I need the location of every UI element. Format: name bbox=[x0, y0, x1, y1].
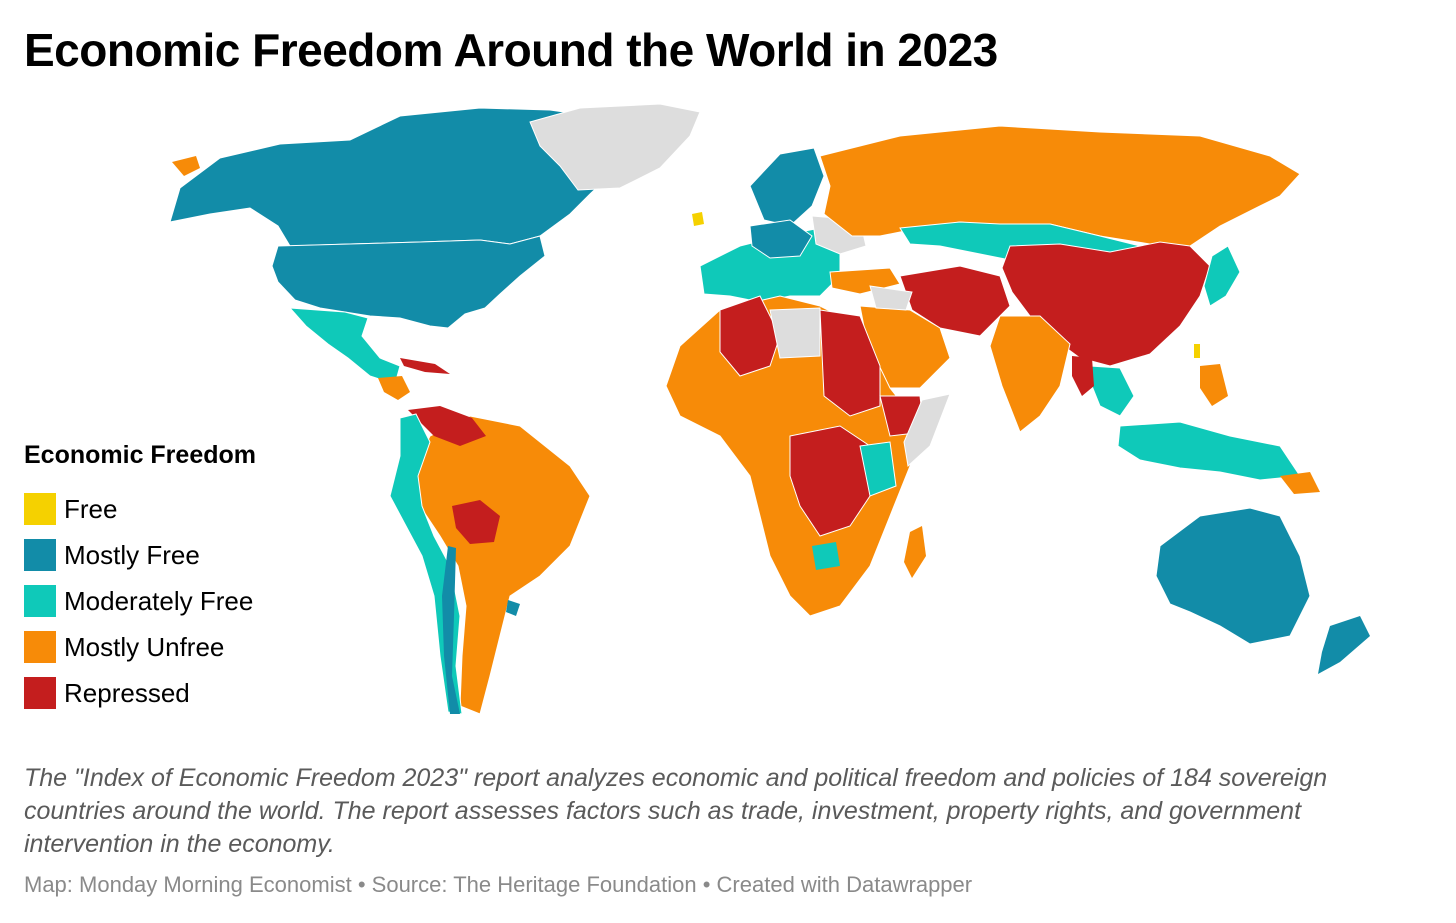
legend-swatch bbox=[24, 631, 56, 663]
legend-item-mostly-free: Mostly Free bbox=[24, 532, 256, 578]
region-europe bbox=[692, 147, 867, 303]
legend-label: Free bbox=[64, 494, 118, 524]
footer-separator: • bbox=[702, 872, 711, 897]
country-australia bbox=[1155, 507, 1311, 645]
legend-item-free: Free bbox=[24, 486, 256, 532]
country-mexico bbox=[288, 307, 401, 385]
country-central-africa bbox=[789, 425, 871, 537]
legend-title: Economic Freedom bbox=[24, 441, 256, 469]
country-new-zealand bbox=[1318, 616, 1370, 674]
legend-label: Mostly Unfree bbox=[64, 632, 225, 662]
country-madagascar bbox=[904, 526, 926, 578]
country-scandinavia bbox=[749, 147, 825, 227]
country-uruguay bbox=[506, 600, 520, 616]
legend-swatch bbox=[24, 493, 56, 525]
country-cuba bbox=[400, 358, 450, 374]
country-somalia bbox=[903, 393, 951, 467]
legend-label: Repressed bbox=[64, 678, 190, 708]
footer-source: Source: The Heritage Foundation bbox=[371, 872, 697, 897]
country-chile bbox=[442, 546, 460, 714]
footer-credits: Map: Monday Morning Economist • Source: … bbox=[24, 870, 972, 900]
country-central-america-south bbox=[378, 376, 410, 400]
country-india bbox=[989, 315, 1071, 433]
country-libya bbox=[769, 307, 821, 359]
legend-item-repressed: Repressed bbox=[24, 670, 256, 716]
map-description: The "Index of Economic Freedom 2023" rep… bbox=[24, 764, 1328, 858]
country-syria-iraq bbox=[869, 285, 913, 311]
country-ireland bbox=[692, 212, 704, 226]
legend: Economic Freedom Free Mostly Free Modera… bbox=[24, 440, 256, 716]
country-botswana bbox=[812, 542, 840, 570]
world-choropleth-map bbox=[169, 103, 1370, 715]
country-png bbox=[1280, 472, 1320, 494]
region-south-america bbox=[389, 406, 591, 715]
footer-separator: • bbox=[357, 872, 366, 897]
country-egypt-sudan bbox=[819, 309, 881, 417]
country-usa bbox=[271, 235, 546, 329]
country-southeast-asia bbox=[1089, 365, 1135, 417]
country-bolivia bbox=[452, 500, 500, 544]
country-east-africa bbox=[859, 441, 897, 497]
legend-item-mostly-unfree: Mostly Unfree bbox=[24, 624, 256, 670]
map-title: Economic Freedom Around the World in 202… bbox=[24, 24, 998, 76]
region-africa bbox=[665, 295, 951, 617]
country-alaska-west bbox=[172, 156, 200, 176]
country-central-europe bbox=[749, 219, 813, 259]
legend-swatch bbox=[24, 585, 56, 617]
country-brazil-argentina bbox=[409, 415, 591, 715]
legend-item-moderately-free: Moderately Free bbox=[24, 578, 256, 624]
footer-tool: Created with Datawrapper bbox=[716, 872, 973, 897]
legend-swatch bbox=[24, 677, 56, 709]
country-venezuela bbox=[408, 406, 486, 446]
country-taiwan bbox=[1194, 344, 1200, 358]
country-north-africa-repressed bbox=[719, 295, 781, 377]
footer-credit: Map: Monday Morning Economist bbox=[24, 872, 352, 897]
region-central-america bbox=[288, 307, 450, 400]
legend-swatch bbox=[24, 539, 56, 571]
legend-label: Mostly Free bbox=[64, 540, 200, 570]
legend-label: Moderately Free bbox=[64, 586, 254, 616]
country-indonesia bbox=[1117, 421, 1301, 481]
country-japan-korea bbox=[1203, 245, 1241, 307]
country-philippines bbox=[1200, 364, 1228, 406]
country-myanmar bbox=[1072, 356, 1094, 396]
country-greenland bbox=[529, 103, 701, 191]
region-asia bbox=[989, 241, 1320, 494]
region-oceania bbox=[1155, 507, 1370, 674]
country-iran-afghanistan bbox=[899, 265, 1011, 337]
